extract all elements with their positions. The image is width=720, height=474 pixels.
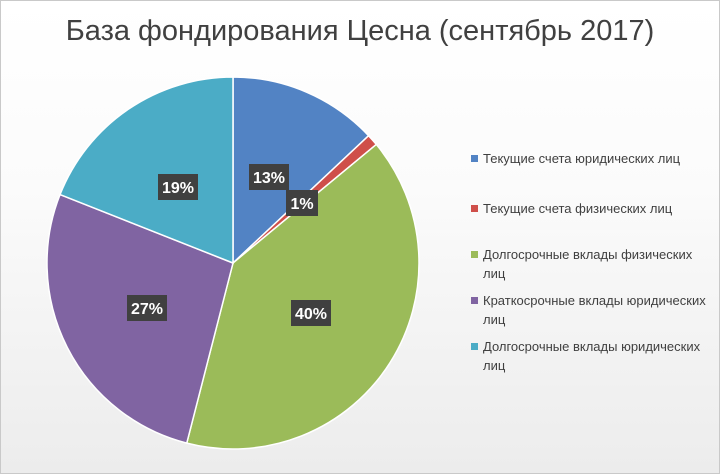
- data-label-text: 40%: [295, 306, 327, 323]
- pie-slice: [59, 76, 234, 265]
- legend-swatch: [471, 251, 478, 258]
- pie-slice: [185, 143, 420, 450]
- data-label-box: [127, 295, 167, 321]
- pie-slice: [232, 76, 370, 265]
- data-label-box: [286, 190, 318, 216]
- legend-label: Текущие счета физических лиц: [483, 201, 673, 216]
- legend-swatch: [471, 155, 478, 162]
- legend: Текущие счета юридических лиц Текущие сч…: [471, 149, 711, 383]
- data-label-box: [249, 164, 289, 190]
- legend-label: Долгосрочные вклады юридических лиц: [483, 339, 701, 373]
- data-label-text: 13%: [253, 170, 285, 187]
- legend-label: Краткосрочные вклады юридических лиц: [483, 293, 706, 327]
- legend-item: Текущие счета физических лиц: [471, 199, 711, 245]
- data-label-box: [291, 300, 331, 326]
- legend-item: Долгосрочные вклады юридических лиц: [471, 337, 711, 383]
- data-label: 13%: [249, 164, 289, 190]
- legend-label: Текущие счета юридических лиц: [483, 151, 681, 166]
- data-label: 19%: [158, 174, 198, 200]
- legend-swatch: [471, 343, 478, 350]
- data-label-text: 1%: [290, 196, 313, 213]
- legend-item: Долгосрочные вклады физических лиц: [471, 245, 711, 291]
- data-label-text: 19%: [162, 180, 194, 197]
- legend-item: Текущие счета юридических лиц: [471, 149, 711, 199]
- data-label-text: 27%: [131, 301, 163, 318]
- data-label: 27%: [127, 295, 167, 321]
- legend-label: Долгосрочные вклады физических лиц: [483, 247, 693, 281]
- data-label-box: [158, 174, 198, 200]
- legend-item: Краткосрочные вклады юридических лиц: [471, 291, 711, 337]
- legend-swatch: [471, 205, 478, 212]
- data-label: 1%: [286, 190, 318, 216]
- data-label: 40%: [291, 300, 331, 326]
- legend-swatch: [471, 297, 478, 304]
- chart-title: База фондирования Цесна (сентябрь 2017): [65, 15, 655, 47]
